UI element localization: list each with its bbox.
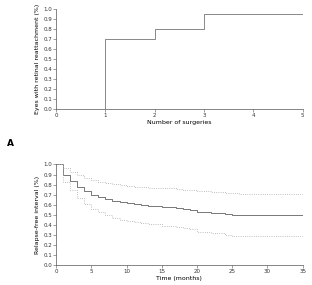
X-axis label: Time (months): Time (months): [156, 276, 202, 281]
Y-axis label: Relapse-free interval (%): Relapse-free interval (%): [36, 176, 41, 254]
Y-axis label: Eyes with retinal reattachment (%): Eyes with retinal reattachment (%): [36, 4, 41, 114]
Text: A: A: [7, 139, 14, 148]
X-axis label: Number of surgeries: Number of surgeries: [147, 120, 212, 125]
